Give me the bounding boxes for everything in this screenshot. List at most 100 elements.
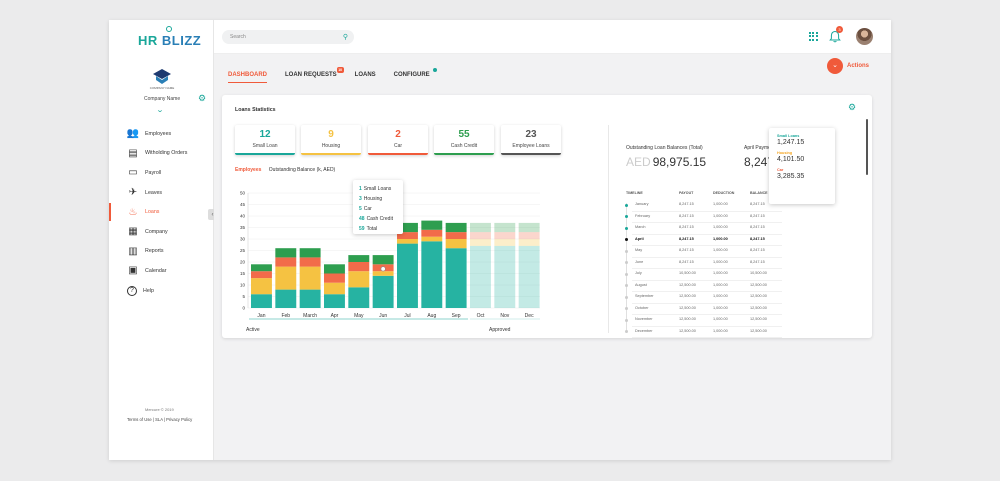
sidebar-item-label: Calendar: [145, 267, 167, 274]
timeline-month: May: [635, 248, 643, 252]
bar-segment[interactable]: [518, 232, 540, 239]
bar-segment[interactable]: [275, 257, 297, 267]
apps-grid-icon[interactable]: [809, 32, 818, 41]
bar-segment[interactable]: [348, 287, 370, 308]
sidebar-item-witholding-orders[interactable]: ▤ Witholding Orders: [109, 144, 214, 164]
bar-segment[interactable]: [421, 220, 443, 230]
bar-segment[interactable]: [348, 262, 370, 272]
sidebar-item-loans[interactable]: ♨ Loans: [109, 202, 214, 222]
chart-hover-point[interactable]: [380, 266, 386, 272]
bar-segment[interactable]: [251, 264, 272, 272]
bar-segment[interactable]: [445, 222, 467, 233]
bar-segment[interactable]: [348, 271, 370, 288]
bar-segment[interactable]: [421, 236, 443, 242]
x-tick-label: Aug: [427, 313, 436, 319]
stat-card-employee-loans[interactable]: 23 Employee Loans: [501, 125, 561, 155]
sidebar-item-company[interactable]: ▦ Company: [109, 222, 214, 242]
sidebar-item-payroll[interactable]: ▭ Payroll: [109, 163, 214, 183]
bar-segment[interactable]: [275, 289, 297, 308]
card-scrollbar[interactable]: [866, 119, 868, 175]
bar-segment[interactable]: [372, 275, 394, 308]
sidebar-item-leaves[interactable]: ✈ Leaves: [109, 183, 214, 203]
bar-segment[interactable]: [421, 229, 443, 237]
logo[interactable]: HR BLIZZ: [138, 26, 201, 48]
stat-accent-bar: [235, 153, 295, 155]
timeline-header: DEDUCTION: [713, 191, 735, 195]
sidebar-item-employees[interactable]: 👥 Employees: [109, 124, 214, 144]
bar-segment[interactable]: [397, 222, 418, 233]
stat-value: 9: [328, 129, 334, 140]
timeline-row-divider: [632, 222, 782, 223]
breakdown-label: Small Loans: [777, 134, 800, 138]
stat-value: 2: [395, 129, 401, 140]
user-avatar[interactable]: [856, 28, 873, 45]
x-tick-label: Nov: [500, 313, 509, 319]
bar-segment[interactable]: [397, 239, 418, 244]
sidebar-item-help[interactable]: ? Help: [109, 281, 214, 301]
timeline-month: January: [635, 202, 649, 206]
bar-segment[interactable]: [494, 222, 516, 233]
bar-segment[interactable]: [275, 266, 297, 290]
bar-segment[interactable]: [299, 289, 321, 308]
bar-segment[interactable]: [445, 239, 467, 249]
bar-segment[interactable]: [372, 271, 394, 276]
bar-segment[interactable]: [445, 248, 467, 308]
bar-segment[interactable]: [518, 222, 540, 233]
bar-segment[interactable]: [397, 243, 418, 308]
tab-loans[interactable]: LOANS: [355, 72, 376, 83]
bar-segment[interactable]: [299, 266, 321, 290]
bar-segment[interactable]: [299, 257, 321, 267]
bar-segment[interactable]: [251, 294, 272, 308]
bar-segment[interactable]: [494, 232, 516, 239]
bar-segment[interactable]: [251, 278, 272, 295]
bar-segment[interactable]: [518, 239, 540, 246]
search-input[interactable]: Search ⚲: [222, 30, 354, 44]
tab-loan-requests[interactable]: LOAN REQUESTS 10: [285, 67, 344, 83]
stat-card-car[interactable]: 2 Car: [368, 125, 428, 155]
bar-segment[interactable]: [324, 294, 345, 308]
sidebar-item-reports[interactable]: ▥ Reports: [109, 242, 214, 262]
tab-dashboard[interactable]: DASHBOARD: [228, 72, 267, 83]
bar-segment[interactable]: [324, 282, 345, 295]
timeline-dot: [625, 330, 628, 333]
bar-segment[interactable]: [445, 232, 467, 239]
legend-employees[interactable]: Employees: [235, 167, 262, 173]
actions-button[interactable]: ⌄ Actions: [827, 58, 869, 74]
sidebar-item-calendar[interactable]: ▣ Calendar: [109, 261, 214, 281]
company-settings-gear-icon[interactable]: ⚙: [198, 93, 207, 103]
company-name[interactable]: Company Name: [144, 96, 181, 102]
bar-segment[interactable]: [470, 239, 491, 246]
bar-segment[interactable]: [299, 248, 321, 258]
footer-links[interactable]: Terms of Use | SLA | Privacy Policy: [127, 417, 193, 422]
bar-segment[interactable]: [470, 245, 491, 308]
timeline-balance: 8,247.15: [750, 225, 765, 229]
bar-segment[interactable]: [470, 222, 491, 233]
legend-outstanding-balance[interactable]: Outstanding Balance (k, AED): [268, 167, 336, 173]
bar-segment[interactable]: [518, 245, 540, 308]
timeline-payout: 10,500.00: [679, 271, 696, 275]
stat-card-cash-credit[interactable]: 55 Cash Credit: [434, 125, 494, 155]
bar-segment[interactable]: [251, 271, 272, 279]
bar-segment[interactable]: [275, 248, 297, 258]
card-settings-gear-icon[interactable]: ⚙: [848, 102, 857, 112]
timeline-month: March: [635, 225, 646, 229]
collapse-sidebar-chevron-left-icon[interactable]: ‹: [208, 209, 217, 220]
bar-segment[interactable]: [494, 239, 516, 246]
actions-label: Actions: [847, 63, 870, 69]
bar-segment[interactable]: [324, 264, 345, 274]
company-chevron-down-icon[interactable]: ⌄: [155, 107, 165, 114]
stat-label: Car: [393, 143, 403, 149]
stat-card-housing[interactable]: 9 Housing: [301, 125, 361, 155]
timeline-dot: [625, 272, 628, 276]
bar-segment[interactable]: [494, 245, 516, 308]
bar-segment[interactable]: [470, 232, 491, 239]
bar-segment[interactable]: [421, 241, 443, 308]
bar-segment[interactable]: [397, 232, 418, 239]
stat-card-small-loan[interactable]: 12 Small Loan: [235, 125, 295, 155]
bar-segment[interactable]: [324, 273, 345, 283]
bar-segment[interactable]: [372, 255, 394, 265]
timeline-row-divider: [632, 279, 782, 281]
tab-configure[interactable]: CONFIGURE: [394, 68, 437, 83]
bar-segment[interactable]: [348, 255, 370, 262]
search-icon[interactable]: ⚲: [342, 34, 348, 41]
